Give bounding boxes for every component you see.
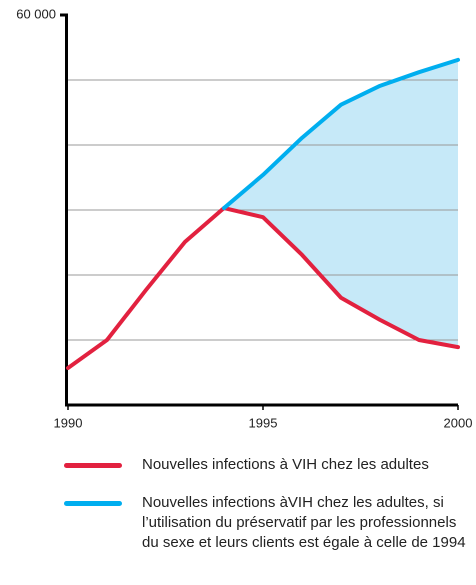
series-line xyxy=(222,57,460,211)
series-line xyxy=(66,206,460,370)
legend-label: Nouvelles infections àVIH chez les adult… xyxy=(142,494,466,551)
legend-swatch xyxy=(64,501,122,506)
x-tick-label: 2000 xyxy=(444,415,473,430)
y-tick-label: 60 000 xyxy=(16,6,56,21)
x-tick-label: 1990 xyxy=(54,415,83,430)
legend-swatch xyxy=(64,463,122,468)
x-tick-label: 1995 xyxy=(249,415,278,430)
legend-label: Nouvelles infections à VIH chez les adul… xyxy=(142,456,429,473)
chart: 60 000 1990 1995 2000 xyxy=(16,6,473,430)
